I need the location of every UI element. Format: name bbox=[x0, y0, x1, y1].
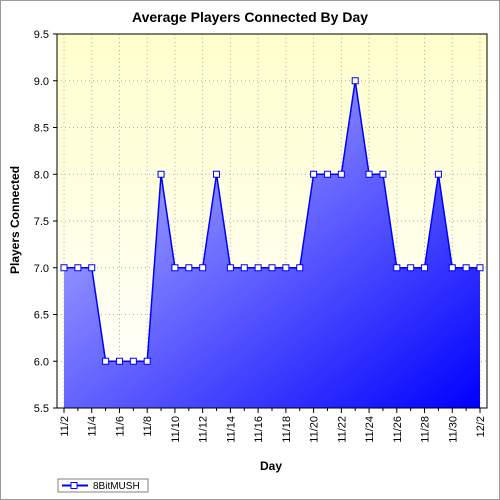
data-point bbox=[157, 170, 165, 178]
chart-title: Average Players Connected By Day bbox=[132, 9, 368, 25]
x-tick-label: 11/18 bbox=[281, 416, 293, 443]
data-point bbox=[115, 357, 123, 365]
x-tick-label: 12/2 bbox=[475, 416, 487, 437]
data-point bbox=[60, 264, 68, 272]
data-point bbox=[323, 170, 331, 178]
data-point bbox=[393, 264, 401, 272]
x-tick-label: 11/28 bbox=[420, 416, 432, 443]
data-point bbox=[434, 170, 442, 178]
data-point bbox=[240, 264, 248, 272]
legend-swatch-marker bbox=[70, 482, 78, 489]
data-point bbox=[213, 170, 221, 178]
data-point bbox=[129, 357, 137, 365]
x-tick-label: 11/22 bbox=[336, 416, 348, 443]
y-tick-label: 8.0 bbox=[34, 169, 49, 181]
data-point bbox=[171, 264, 179, 272]
legend-box bbox=[57, 478, 149, 493]
data-point bbox=[282, 264, 290, 272]
legend-label: 8BitMUSH bbox=[93, 481, 140, 492]
data-point bbox=[296, 264, 304, 272]
data-point bbox=[254, 264, 262, 272]
y-tick-label: 9.0 bbox=[34, 76, 49, 88]
legend: 8BitMUSH bbox=[57, 478, 149, 493]
data-point bbox=[143, 357, 151, 365]
data-point bbox=[199, 264, 207, 272]
x-tick-label: 11/6 bbox=[114, 416, 126, 437]
y-axis: 5.5 6.0 6.5 7.0 7.5 8.0 8.5 9.0 9.5 bbox=[34, 29, 57, 415]
data-point bbox=[351, 77, 359, 85]
data-point bbox=[407, 264, 415, 272]
x-tick-label: 11/10 bbox=[170, 416, 182, 443]
y-tick-label: 7.0 bbox=[34, 263, 49, 275]
data-point bbox=[421, 264, 429, 272]
y-tick-label: 6.5 bbox=[34, 310, 49, 322]
x-tick-label: 11/4 bbox=[87, 416, 99, 437]
x-tick-label: 11/14 bbox=[225, 416, 237, 443]
y-tick-label: 7.5 bbox=[34, 216, 49, 228]
x-tick-label: 11/26 bbox=[392, 416, 404, 443]
x-axis: 11/2 11/4 11/6 11/8 11/10 11/12 11/14 11/16 11/1… bbox=[59, 408, 487, 443]
x-tick-label: 11/12 bbox=[198, 416, 210, 443]
x-tick-label: 11/8 bbox=[142, 416, 154, 437]
data-point bbox=[226, 264, 234, 272]
y-tick-label: 8.5 bbox=[34, 123, 49, 135]
y-axis-title: Players Connected bbox=[8, 166, 22, 274]
y-tick-label: 9.5 bbox=[34, 29, 49, 41]
x-tick-label: 11/20 bbox=[309, 416, 321, 443]
x-tick-label: 11/30 bbox=[447, 416, 459, 443]
data-point bbox=[365, 170, 373, 178]
data-point bbox=[88, 264, 96, 272]
data-point bbox=[185, 264, 193, 272]
data-point bbox=[337, 170, 345, 178]
data-point bbox=[268, 264, 276, 272]
data-point bbox=[102, 357, 110, 365]
series-area bbox=[60, 77, 484, 408]
data-point bbox=[379, 170, 387, 178]
data-point bbox=[74, 264, 82, 272]
x-axis-title: Day bbox=[260, 459, 282, 473]
data-point bbox=[462, 264, 470, 272]
x-tick-label: 11/24 bbox=[364, 416, 376, 443]
area-fill bbox=[64, 80, 480, 408]
y-tick-label: 6.0 bbox=[34, 356, 49, 368]
x-tick-label: 11/16 bbox=[253, 416, 265, 443]
data-point bbox=[476, 264, 484, 272]
x-tick-label: 11/2 bbox=[59, 416, 71, 437]
y-tick-label: 5.5 bbox=[34, 403, 49, 415]
data-point bbox=[310, 170, 318, 178]
data-point bbox=[448, 264, 456, 272]
